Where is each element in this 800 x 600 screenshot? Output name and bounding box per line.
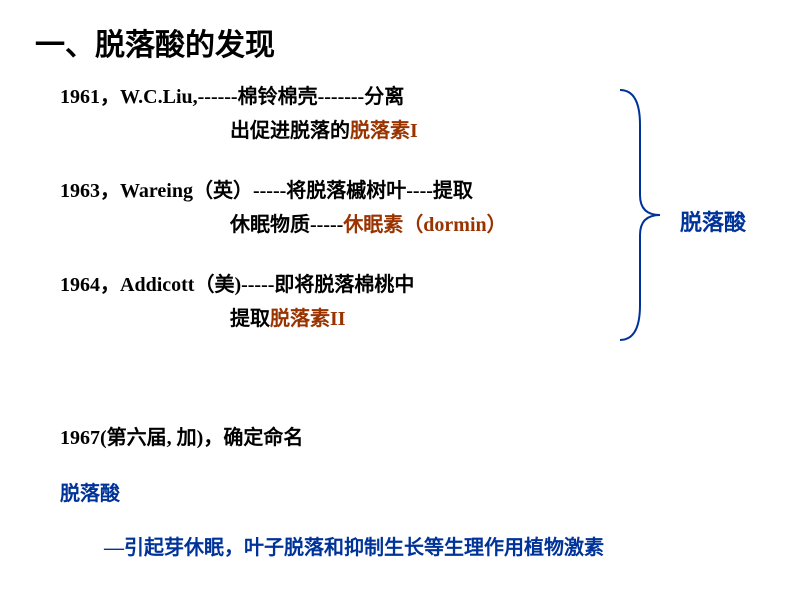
entry-1964-line2: 提取脱落素II	[60, 302, 610, 336]
entry-1964-pre: 提取	[230, 308, 270, 330]
entry-1961-line1: 1961，W.C.Liu,------棉铃棉壳-------分离	[60, 80, 610, 114]
highlight-abscisin-i: 脱落素I	[350, 120, 418, 142]
lower-section: 1967(第六届, 加)，确定命名 脱落酸 —引起芽休眠，叶子脱落和抑制生长等生…	[60, 420, 604, 566]
entry-1967: 1967(第六届, 加)，确定命名	[60, 420, 604, 456]
entry-1963: 1963，Wareing（英）-----将脱落槭树叶----提取 休眠物质---…	[60, 174, 610, 242]
entry-1961-pre: 出促进脱落的	[230, 120, 350, 142]
brace-label: 脱落酸	[680, 205, 746, 237]
right-brace	[610, 85, 670, 345]
entry-1963-pre: 休眠物质-----	[230, 214, 343, 236]
entry-1963-line2: 休眠物质-----休眠素（dormin）	[60, 208, 610, 242]
highlight-dormin: 休眠素（dormin）	[343, 214, 506, 236]
entry-1964-line1: 1964，Addicott（美)-----即将脱落棉桃中	[60, 268, 610, 302]
entry-1961-line2: 出促进脱落的脱落素I	[60, 114, 610, 148]
entry-1963-line1: 1963，Wareing（英）-----将脱落槭树叶----提取	[60, 174, 610, 208]
entry-1961: 1961，W.C.Liu,------棉铃棉壳-------分离 出促进脱落的脱…	[60, 80, 610, 148]
highlight-abscisin-ii: 脱落素II	[270, 308, 346, 330]
entry-1964: 1964，Addicott（美)-----即将脱落棉桃中 提取脱落素II	[60, 268, 610, 336]
term-abscisic-acid: 脱落酸	[60, 476, 604, 512]
section-title: 一、脱落酸的发现	[35, 20, 275, 64]
definition-text: —引起芽休眠，叶子脱落和抑制生长等生理作用植物激素	[60, 530, 604, 566]
main-content: 1961，W.C.Liu,------棉铃棉壳-------分离 出促进脱落的脱…	[60, 80, 610, 362]
